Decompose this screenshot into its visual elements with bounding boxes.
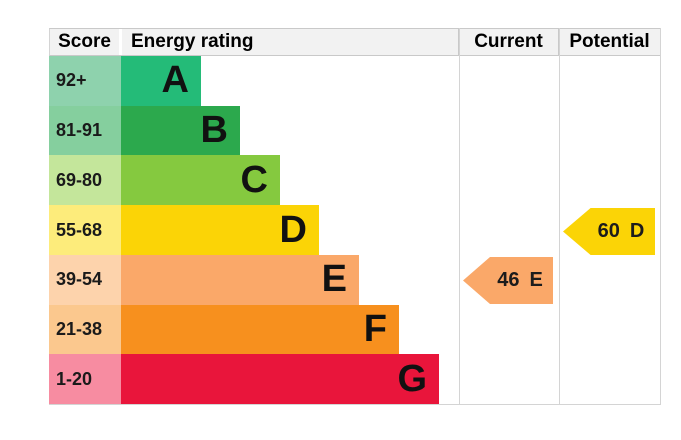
table-header-row: Score Energy rating Current Potential [49, 28, 661, 56]
score-cell: 39-54 [49, 254, 121, 305]
band-row-f: 21-38 F [49, 304, 661, 355]
score-cell: 1-20 [49, 354, 121, 405]
band-row-d: 55-68 D [49, 205, 661, 255]
band-row-c: 69-80 C [49, 155, 661, 206]
rating-letter: A [161, 59, 189, 102]
rating-bar: G [121, 354, 439, 405]
rating-letter: B [200, 109, 228, 152]
epc-rating-table: Score Energy rating Current Potential 92… [49, 28, 661, 405]
rating-bar: A [121, 56, 201, 106]
rating-letter: D [279, 208, 307, 251]
energy-rating-column-header: Energy rating [122, 29, 458, 55]
rating-bar: F [121, 304, 399, 355]
band-row-b: 81-91 B [49, 105, 661, 156]
energy-rating-header-label: Energy rating [131, 31, 254, 52]
current-score-value: 46 [497, 269, 520, 291]
band-row-g: 1-20 G [49, 354, 661, 405]
rating-bar: E [121, 254, 359, 305]
score-range-label: 69-80 [56, 169, 103, 190]
score-cell: 21-38 [49, 304, 121, 355]
rating-letter: E [321, 258, 347, 301]
score-cell: 69-80 [49, 155, 121, 206]
table-bottom-border [49, 404, 661, 405]
score-range-label: 92+ [56, 70, 87, 91]
rating-bar: B [121, 105, 240, 156]
potential-column-header: Potential [558, 29, 660, 55]
potential-column-divider [559, 28, 560, 405]
rating-letter: C [240, 158, 268, 201]
score-cell: 81-91 [49, 105, 121, 156]
potential-band-letter: D [629, 220, 645, 242]
score-range-label: 1-20 [56, 368, 93, 389]
band-row-e: 39-54 E [49, 254, 661, 305]
rating-bar: D [121, 205, 319, 255]
rating-letter: G [397, 357, 427, 400]
current-column-divider [459, 28, 460, 405]
score-range-label: 39-54 [56, 269, 103, 290]
rating-bar: C [121, 155, 280, 206]
score-range-label: 81-91 [56, 120, 103, 141]
current-band-letter: E [529, 269, 543, 291]
score-header-label: Score [58, 31, 111, 52]
current-column-header: Current [458, 29, 558, 55]
potential-header-label: Potential [569, 31, 650, 52]
score-column-header: Score [50, 29, 122, 55]
rating-bands: 92+ A 81-91 B 69-80 C 55-68 [49, 56, 661, 405]
score-cell: 92+ [49, 56, 121, 106]
band-row-a: 92+ A [49, 56, 661, 106]
current-arrow: 46 E [463, 257, 553, 304]
table-right-border [660, 28, 661, 405]
score-range-label: 21-38 [56, 318, 103, 339]
rating-letter: F [363, 307, 387, 350]
potential-score-value: 60 [597, 220, 620, 242]
score-range-label: 55-68 [56, 219, 103, 240]
current-header-label: Current [474, 31, 543, 52]
score-cell: 55-68 [49, 205, 121, 255]
